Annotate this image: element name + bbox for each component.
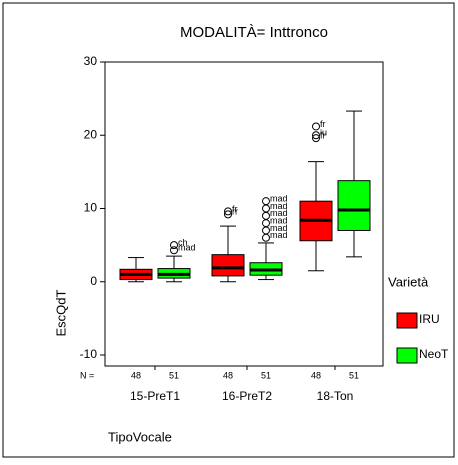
x-tick-label: 16-PreT2: [222, 389, 272, 403]
outlier: [262, 197, 270, 206]
outlier-label: mad: [270, 208, 288, 218]
outlier-label: fr: [320, 131, 326, 141]
n-count: 51: [261, 370, 271, 380]
outlier-label: mad: [270, 223, 288, 233]
outlier-label: mad: [270, 230, 288, 240]
y-tick-label: 20: [84, 127, 98, 141]
outlier: [312, 134, 320, 143]
box: [211, 254, 245, 277]
outlier-label: iu: [320, 128, 327, 138]
y-tick-label: -10: [80, 347, 98, 361]
legend-swatch: [396, 312, 418, 329]
outlier: [312, 131, 320, 140]
outlier-label: mad: [178, 243, 196, 253]
y-tick-label: 30: [84, 54, 98, 68]
x-tick-label: 18-Ton: [317, 389, 354, 403]
outlier-label: fr: [232, 204, 238, 214]
n-label: N =: [80, 370, 94, 380]
outlier: [170, 246, 178, 255]
outlier-label: rr: [232, 207, 238, 217]
n-count: 48: [131, 370, 141, 380]
legend-title: Varietà: [388, 274, 429, 289]
box: [337, 180, 371, 231]
y-tick-label: 10: [84, 201, 98, 215]
n-count: 48: [311, 370, 321, 380]
y-axis-label: EscQdT: [53, 289, 68, 336]
legend-label: IRU: [419, 312, 440, 326]
outlier-label: ch: [178, 238, 188, 248]
x-tick-label: 15-PreT1: [130, 389, 180, 403]
outlier: [170, 241, 178, 250]
outlier-label: mad: [270, 216, 288, 226]
legend-label: NeoT: [419, 347, 449, 361]
outlier-label: mad: [270, 194, 288, 204]
outlier-label: mad: [270, 201, 288, 211]
plot-frame: [104, 61, 384, 367]
outlier: [224, 207, 232, 216]
n-count: 51: [349, 370, 359, 380]
n-count: 48: [223, 370, 233, 380]
x-axis-label: TipoVocale: [108, 429, 172, 444]
y-tick-label: 0: [90, 274, 97, 288]
legend-swatch: [396, 347, 418, 364]
outlier: [224, 210, 232, 219]
chart-title: MODALITÀ= Inttronco: [180, 24, 328, 41]
n-count: 51: [169, 370, 179, 380]
outlier-label: fr: [320, 119, 326, 129]
outlier: [312, 122, 320, 131]
